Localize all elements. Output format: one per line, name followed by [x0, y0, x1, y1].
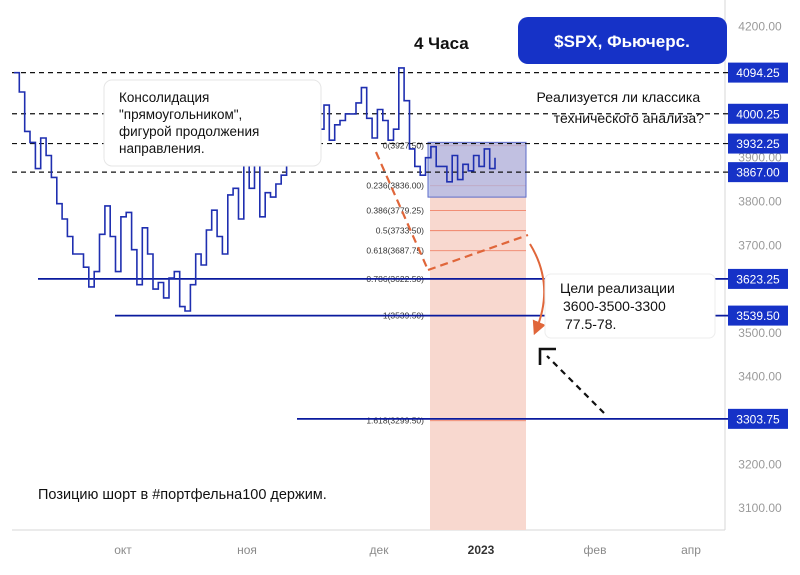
consolidation-note-line: фигурой продолжения: [119, 124, 259, 139]
level-price-tag: [728, 268, 788, 289]
fib-label: 0.386(3779.25): [366, 206, 424, 216]
y-tick-label: 4200.00: [738, 19, 782, 33]
y-tick-label: 3900.00: [738, 151, 782, 165]
ticker-label: $SPX, Фьючерс.: [554, 32, 690, 51]
fibonacci-zone: [430, 142, 526, 530]
level-price-tag: [728, 162, 788, 183]
y-tick-label: 3700.00: [738, 238, 782, 252]
level-price-text: 3539.50: [736, 309, 780, 323]
level-price-text: 3623.25: [736, 272, 780, 286]
y-tick-label: 3100.00: [738, 501, 782, 515]
fib-label: 0.5(3733.50): [376, 226, 424, 236]
question-line: технического анализа?: [554, 110, 704, 126]
question-note: Реализуется ли классика технического ана…: [537, 89, 705, 126]
targets-line: Цели реализации: [560, 280, 675, 296]
level-price-tag: [728, 62, 788, 83]
consolidation-rectangle: [427, 141, 527, 198]
fib-label: 0.236(3836.00): [366, 181, 424, 191]
level-price-tag: [728, 408, 788, 429]
consolidation-note-line: "прямоугольником",: [119, 107, 242, 122]
question-line: Реализуется ли классика: [537, 89, 701, 105]
targets-note-box: [544, 273, 716, 339]
y-tick-label: 3800.00: [738, 194, 782, 208]
x-tick-label: ноя: [237, 543, 257, 557]
fib-label: 0(3927.50): [383, 141, 424, 151]
level-price-text: 4094.25: [736, 66, 780, 80]
consolidation-note-line: направления.: [119, 141, 205, 156]
level-price-tag: [728, 133, 788, 154]
targets-note: Цели реализации 3600-3500-3300 77.5-78.: [560, 280, 679, 332]
ticker-badge: [518, 17, 727, 64]
black-dashed-arrow: [546, 355, 605, 414]
y-axis: 3100.00 3200.00 3400.00 3500.00 3700.00 3800.…: [738, 19, 782, 515]
y-tick-label: 3200.00: [738, 457, 782, 471]
x-tick-label: дек: [370, 543, 390, 557]
orange-target-arrow: [529, 243, 546, 336]
consolidation-note-box: [103, 79, 322, 167]
timeframe-label: 4 Часа: [414, 34, 469, 53]
level-price-text: 3932.25: [736, 137, 780, 151]
level-price-tag: [728, 103, 788, 124]
targets-line: 3600-3500-3300: [563, 298, 666, 314]
y-tick-label: 3400.00: [738, 370, 782, 384]
fib-label: 0.618(3687.75): [366, 246, 424, 256]
level-price-tag: [728, 305, 788, 326]
fib-label: 1.618(3299.50): [366, 416, 424, 426]
price-series-line: [14, 67, 496, 312]
x-tick-label: апр: [681, 543, 701, 557]
orange-trendline-up: [427, 233, 529, 272]
targets-line: 77.5-78.: [565, 316, 616, 332]
black-arrow-head: [538, 347, 556, 365]
y-tick-label: 3500.00: [738, 326, 782, 340]
position-note: Позицию шорт в #портфельна100 держим.: [38, 487, 327, 503]
consolidation-note: Консолидация "прямоугольником", фигурой …: [119, 90, 263, 156]
x-tick-label: окт: [114, 543, 132, 557]
level-price-text: 3867.00: [736, 166, 780, 180]
x-tick-label: фев: [584, 543, 607, 557]
x-tick-label: 2023: [468, 543, 495, 557]
orange-trendline-down: [374, 151, 430, 271]
level-price-text: 4000.25: [736, 107, 780, 121]
level-price-text: 3303.75: [736, 412, 780, 426]
x-axis: окт ноя дек 2023 фев апр: [114, 543, 701, 557]
level-price-labels: 4094.25 4000.25 3932.25 3867.00 3623.25 3539.…: [728, 62, 788, 429]
consolidation-note-line: Консолидация: [119, 90, 209, 105]
